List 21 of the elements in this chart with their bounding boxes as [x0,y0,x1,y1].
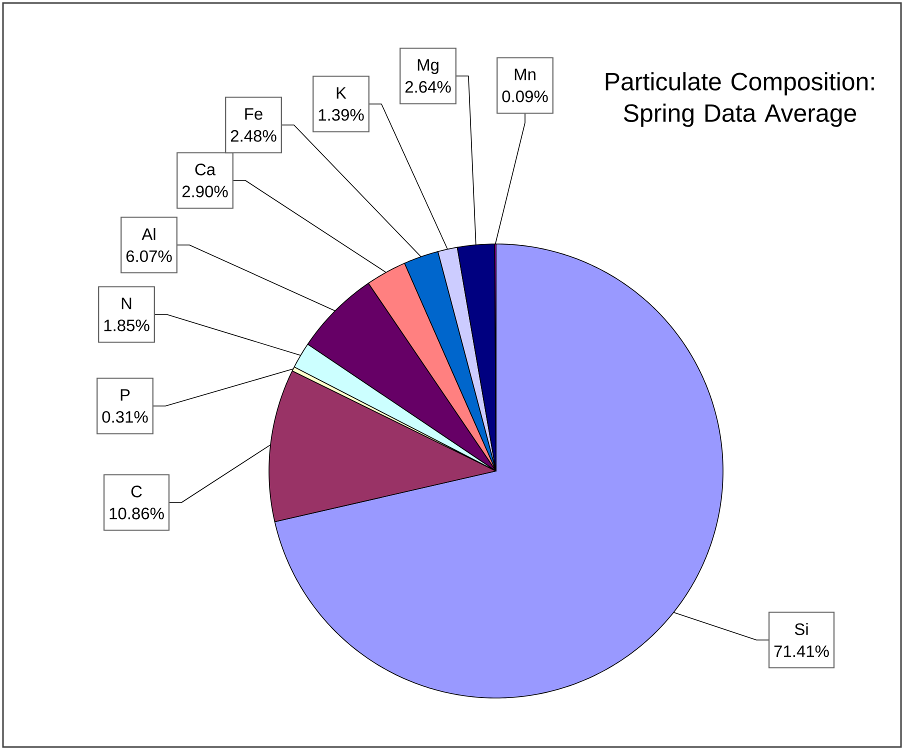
data-label: 2.48% [230,130,276,142]
slice-label: Al [142,228,156,240]
slice-label: Mn [514,68,536,80]
data-label: 0.09% [502,90,548,102]
data-label: 10.86% [110,508,164,520]
slice-label: P [120,389,130,401]
slice-label: C [131,486,142,498]
data-label: 2.64% [405,81,451,93]
data-label: 0.31% [102,411,148,423]
data-label: 1.39% [318,109,364,121]
data-label: 6.07% [126,250,172,262]
slice-label: N [122,298,132,310]
slice-label: Mg [418,59,438,74]
text: Particulate Composition: Spring Data Average [606,72,874,127]
slice-label: Si [794,622,808,636]
slice-label: K [336,87,346,99]
data-label: 1.85% [104,320,150,332]
slice-label: Fe [245,108,262,120]
slice-label: Ca [195,164,216,176]
data-label: 2.90% [182,186,228,198]
data-label: 71.41% [774,645,829,658]
